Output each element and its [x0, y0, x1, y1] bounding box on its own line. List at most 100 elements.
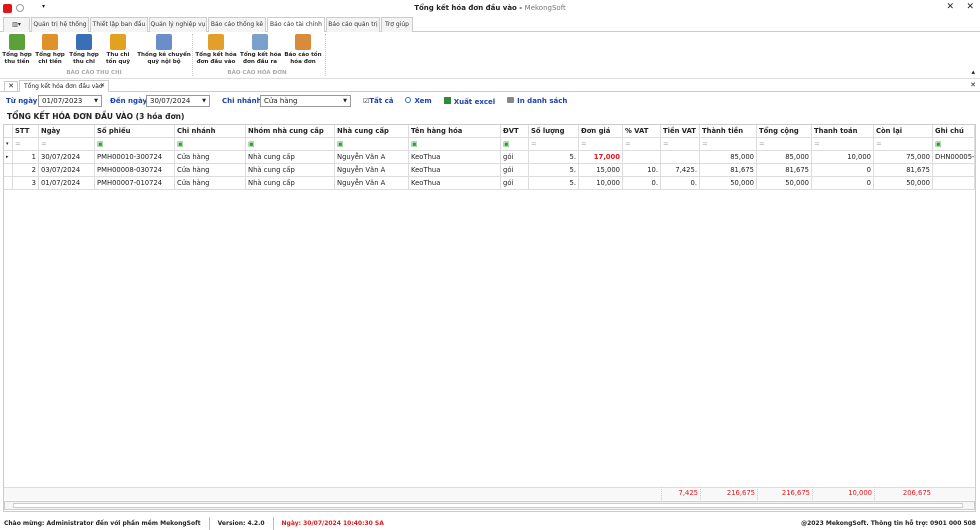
- collapse-ribbon-icon[interactable]: ▴: [971, 68, 975, 76]
- ribbon-button[interactable]: Thu chi tồn quỹ: [102, 34, 134, 66]
- close-button[interactable]: ✕: [966, 2, 974, 12]
- horizontal-scrollbar[interactable]: [4, 501, 975, 510]
- column-header[interactable]: % VAT: [623, 125, 661, 138]
- table-cell: Nguyễn Văn A: [335, 164, 409, 177]
- from-date-input[interactable]: 01/07/2023 ▼: [38, 95, 102, 107]
- column-header[interactable]: Còn lại: [874, 125, 933, 138]
- export-excel-button[interactable]: Xuất excel: [443, 97, 495, 106]
- table-cell: [661, 151, 700, 164]
- column-filter[interactable]: ▣: [933, 138, 975, 151]
- column-filter[interactable]: ▣: [175, 138, 246, 151]
- menu-tab[interactable]: Quản trị hệ thống: [31, 17, 89, 32]
- column-header[interactable]: Số lượng: [529, 125, 579, 138]
- menu-tab[interactable]: Báo cáo quản trị: [326, 17, 380, 32]
- row-indicator[interactable]: [4, 164, 13, 177]
- view-button[interactable]: Xem: [405, 97, 432, 106]
- column-header[interactable]: ĐVT: [501, 125, 529, 138]
- column-header[interactable]: Tên hàng hóa: [409, 125, 501, 138]
- column-filter[interactable]: =: [529, 138, 579, 151]
- menu-tab[interactable]: Báo cáo thống kê: [208, 17, 266, 32]
- column-filter[interactable]: =: [700, 138, 757, 151]
- table-cell: 0.: [623, 177, 661, 190]
- menu-tab[interactable]: Báo cáo tài chính: [267, 17, 325, 33]
- ribbon: Tổng hợp thu tiền Tổng hợp chi tiền Tổng hợp…: [0, 32, 980, 79]
- quick-access-dropdown-icon[interactable]: ▾: [42, 3, 46, 10]
- chevron-down-icon[interactable]: ▼: [202, 98, 206, 104]
- invoice-stock-icon: [295, 34, 311, 50]
- column-header[interactable]: Ngày: [39, 125, 95, 138]
- table-cell: [623, 151, 661, 164]
- row-indicator[interactable]: [4, 177, 13, 190]
- ribbon-button[interactable]: Tổng kết hóa đơn đầu ra: [240, 34, 281, 66]
- table-cell: 3: [13, 177, 39, 190]
- ribbon-label: thu tiền: [4, 59, 30, 65]
- menu-tab[interactable]: Quản lý nghiệp vụ: [149, 17, 207, 32]
- date-text: Ngày: 30/07/2024 10:40:30 SA: [281, 520, 384, 527]
- table-cell: 03/07/2024: [39, 164, 95, 177]
- total-thanh_tien: 216,675: [700, 487, 757, 500]
- ribbon-button[interactable]: Báo cáo tồn hóa đơn: [283, 34, 323, 66]
- column-filter[interactable]: =: [623, 138, 661, 151]
- invoice-grid: ▾ STT = Ngày = Số phiếu ▣ Chi nhánh ▣ Nhóm nhà cu…: [3, 124, 976, 512]
- column-filter[interactable]: =: [39, 138, 95, 151]
- column-filter[interactable]: ▣: [95, 138, 175, 151]
- close-panel-icon[interactable]: ✕: [970, 81, 976, 89]
- excel-icon: [443, 97, 451, 104]
- ribbon-button[interactable]: Tổng hợp thu chi: [68, 34, 100, 66]
- all-checkbox[interactable]: ☑Tất cả: [363, 97, 393, 106]
- column-header[interactable]: Thành tiền: [700, 125, 757, 138]
- total-thanh_toan: 10,000: [812, 487, 874, 500]
- app-menu-button[interactable]: ▥▾: [3, 17, 30, 32]
- column-header[interactable]: STT: [13, 125, 39, 138]
- to-date-input[interactable]: 30/07/2024 ▼: [146, 95, 210, 107]
- table-cell: 50,000: [874, 177, 933, 190]
- ribbon-button[interactable]: Tổng hợp chi tiền: [34, 34, 66, 66]
- column-header[interactable]: Thanh toán: [812, 125, 874, 138]
- chevron-down-icon[interactable]: ▼: [94, 98, 98, 104]
- row-indicator[interactable]: ▸: [4, 151, 13, 164]
- column-filter[interactable]: ▣: [409, 138, 501, 151]
- app-logo: [3, 4, 12, 13]
- check-icon: ☑: [363, 97, 370, 105]
- minimize-button[interactable]: ✕: [946, 2, 954, 12]
- close-tab-icon[interactable]: ✕: [99, 82, 105, 89]
- column-header[interactable]: Nhà cung cấp: [335, 125, 409, 138]
- column-header[interactable]: Tiền VAT: [661, 125, 700, 138]
- ribbon-button[interactable]: Thống kê chuyển quỹ nội bộ: [137, 34, 191, 66]
- ribbon-button[interactable]: Tổng kết hóa đơn đầu vào: [194, 34, 238, 66]
- column-filter[interactable]: ▣: [335, 138, 409, 151]
- doc-tab-active[interactable]: Tổng kết hóa đơn đầu vào ✕: [19, 80, 109, 92]
- column-header[interactable]: Đơn giá: [579, 125, 623, 138]
- ribbon-button[interactable]: Tổng hợp thu tiền: [2, 34, 32, 66]
- column-filter[interactable]: =: [579, 138, 623, 151]
- column-filter[interactable]: =: [874, 138, 933, 151]
- table-cell: 2: [13, 164, 39, 177]
- column-header[interactable]: Chi nhánh: [175, 125, 246, 138]
- column-header[interactable]: Số phiếu: [95, 125, 175, 138]
- table-cell: 0.: [661, 177, 700, 190]
- column-filter[interactable]: =: [757, 138, 812, 151]
- table-cell: gói: [501, 164, 529, 177]
- quick-access-icon[interactable]: [16, 4, 24, 12]
- table-cell: Cửa hàng: [175, 151, 246, 164]
- chevron-down-icon[interactable]: ▼: [343, 98, 347, 104]
- column-filter[interactable]: =: [13, 138, 39, 151]
- ribbon-label: đơn đầu vào: [196, 59, 236, 65]
- ribbon-label: hóa đơn: [290, 59, 316, 65]
- money-icon: [9, 34, 25, 50]
- column-header[interactable]: Ghi chú: [933, 125, 975, 138]
- scrollbar-thumb[interactable]: [13, 503, 963, 508]
- column-header[interactable]: Nhóm nhà cung cấp: [246, 125, 335, 138]
- column-filter[interactable]: ▣: [501, 138, 529, 151]
- menu-tab[interactable]: Trợ giúp: [381, 17, 413, 32]
- column-filter[interactable]: ▣: [246, 138, 335, 151]
- filter-row-icon[interactable]: ▾: [4, 138, 13, 151]
- column-filter[interactable]: =: [661, 138, 700, 151]
- ribbon-label: Báo cáo tồn: [284, 52, 322, 58]
- print-button[interactable]: In danh sách: [507, 97, 567, 106]
- column-filter[interactable]: =: [812, 138, 874, 151]
- close-all-tabs-icon[interactable]: ✕: [4, 81, 18, 92]
- branch-select[interactable]: Cửa hàng ▼: [260, 95, 351, 107]
- column-header[interactable]: Tổng cộng: [757, 125, 812, 138]
- menu-tab[interactable]: Thiết lập ban đầu: [90, 17, 148, 32]
